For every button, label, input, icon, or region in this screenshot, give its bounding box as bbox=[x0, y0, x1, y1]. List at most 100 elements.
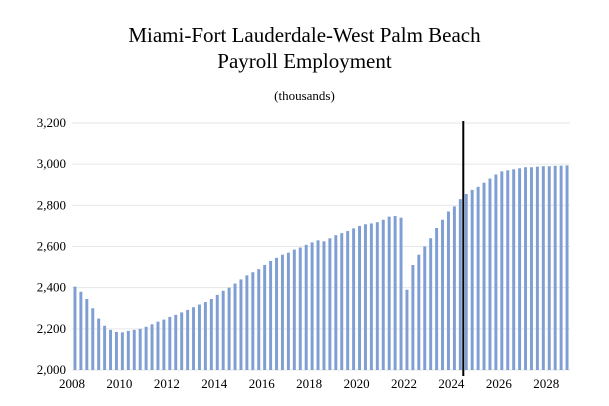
bar bbox=[132, 329, 136, 370]
bar bbox=[565, 165, 569, 370]
chart-subtitle: Payroll Employment bbox=[217, 49, 392, 73]
bar bbox=[405, 289, 409, 370]
bar bbox=[358, 225, 362, 370]
bar bbox=[482, 182, 486, 370]
bar bbox=[280, 254, 284, 370]
y-tick-label: 2,400 bbox=[37, 280, 66, 295]
bar bbox=[476, 186, 480, 370]
bar bbox=[239, 279, 243, 370]
bar bbox=[103, 325, 107, 370]
bar bbox=[197, 304, 201, 370]
y-tick-label: 2,000 bbox=[37, 362, 66, 377]
bar bbox=[340, 233, 344, 370]
bar bbox=[168, 316, 172, 370]
y-tick-label: 3,200 bbox=[37, 115, 66, 130]
x-tick-label: 2012 bbox=[154, 376, 180, 391]
bar bbox=[375, 222, 379, 370]
bar bbox=[506, 170, 510, 370]
bar bbox=[352, 228, 356, 370]
bar bbox=[203, 302, 207, 370]
x-tick-label: 2008 bbox=[59, 376, 85, 391]
bar bbox=[245, 275, 249, 370]
bar bbox=[559, 165, 563, 370]
bar bbox=[494, 174, 498, 370]
units-label: (thousands) bbox=[274, 88, 335, 103]
bar bbox=[381, 219, 385, 370]
y-tick-label: 2,200 bbox=[37, 321, 66, 336]
bar bbox=[138, 328, 142, 370]
bar bbox=[269, 260, 273, 370]
bar bbox=[221, 290, 225, 370]
bar bbox=[304, 244, 308, 370]
bar bbox=[316, 240, 320, 370]
bar bbox=[346, 231, 350, 370]
bar bbox=[109, 329, 113, 370]
bar bbox=[174, 314, 178, 370]
bar bbox=[275, 257, 279, 370]
bar bbox=[393, 216, 397, 370]
bar bbox=[363, 224, 367, 370]
bar bbox=[334, 235, 338, 370]
y-tick-label: 2,800 bbox=[37, 197, 66, 212]
bar bbox=[227, 287, 231, 370]
bar bbox=[85, 298, 89, 370]
bar bbox=[417, 254, 421, 370]
bar bbox=[429, 238, 433, 370]
bar bbox=[553, 165, 557, 370]
bar bbox=[114, 331, 118, 370]
bar bbox=[180, 312, 184, 370]
y-axis-ticks: 2,000 2,200 2,400 2,600 2,800 3,000 3,200 bbox=[37, 115, 66, 377]
bar bbox=[547, 166, 551, 370]
x-tick-label: 2014 bbox=[201, 376, 228, 391]
bar bbox=[162, 319, 166, 370]
bar bbox=[464, 194, 468, 370]
bar bbox=[79, 291, 83, 370]
bar bbox=[488, 178, 492, 370]
bar bbox=[446, 211, 450, 370]
bar bbox=[192, 307, 196, 370]
x-axis-ticks: 2008 2010 2012 2014 2016 2018 2020 2022 2024 2026… bbox=[59, 376, 559, 391]
bar bbox=[298, 247, 302, 370]
bar bbox=[458, 199, 462, 370]
bar bbox=[73, 286, 77, 370]
bar bbox=[452, 206, 456, 370]
bar bbox=[233, 283, 237, 370]
bar bbox=[126, 330, 130, 370]
bar bbox=[411, 265, 415, 370]
bar bbox=[435, 227, 439, 370]
bar bbox=[286, 252, 290, 370]
bar bbox=[310, 242, 314, 370]
bar bbox=[215, 294, 219, 370]
bar bbox=[156, 321, 160, 370]
bar bbox=[423, 246, 427, 370]
x-tick-label: 2018 bbox=[296, 376, 322, 391]
bar bbox=[529, 167, 533, 370]
x-tick-label: 2022 bbox=[391, 376, 417, 391]
bar-series bbox=[73, 165, 569, 370]
bar bbox=[541, 166, 545, 370]
bar bbox=[186, 309, 190, 370]
bar bbox=[524, 167, 528, 370]
x-tick-label: 2010 bbox=[106, 376, 132, 391]
bar bbox=[441, 219, 445, 370]
bar bbox=[399, 217, 403, 370]
bar bbox=[518, 168, 522, 370]
bar bbox=[328, 238, 332, 370]
bar bbox=[470, 189, 474, 370]
x-tick-label: 2016 bbox=[249, 376, 276, 391]
y-gridlines bbox=[72, 122, 570, 371]
bar bbox=[263, 265, 267, 370]
bar bbox=[120, 332, 124, 370]
bar bbox=[500, 171, 504, 370]
bar bbox=[251, 272, 255, 370]
bar bbox=[209, 298, 213, 370]
x-tick-label: 2026 bbox=[486, 376, 513, 391]
x-tick-label: 2024 bbox=[438, 376, 465, 391]
bar bbox=[97, 318, 101, 370]
bar bbox=[292, 249, 296, 370]
bar bbox=[150, 324, 154, 370]
chart-title: Miami-Fort Lauderdale-West Palm Beach bbox=[128, 23, 481, 47]
bar bbox=[144, 326, 148, 370]
y-tick-label: 2,600 bbox=[37, 239, 66, 254]
